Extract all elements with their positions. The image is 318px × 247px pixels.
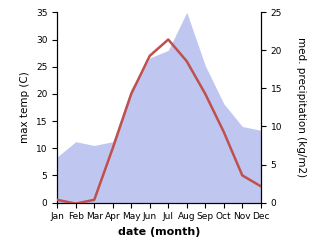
X-axis label: date (month): date (month) (118, 227, 200, 237)
Y-axis label: med. precipitation (kg/m2): med. precipitation (kg/m2) (296, 37, 306, 178)
Y-axis label: max temp (C): max temp (C) (20, 72, 31, 143)
